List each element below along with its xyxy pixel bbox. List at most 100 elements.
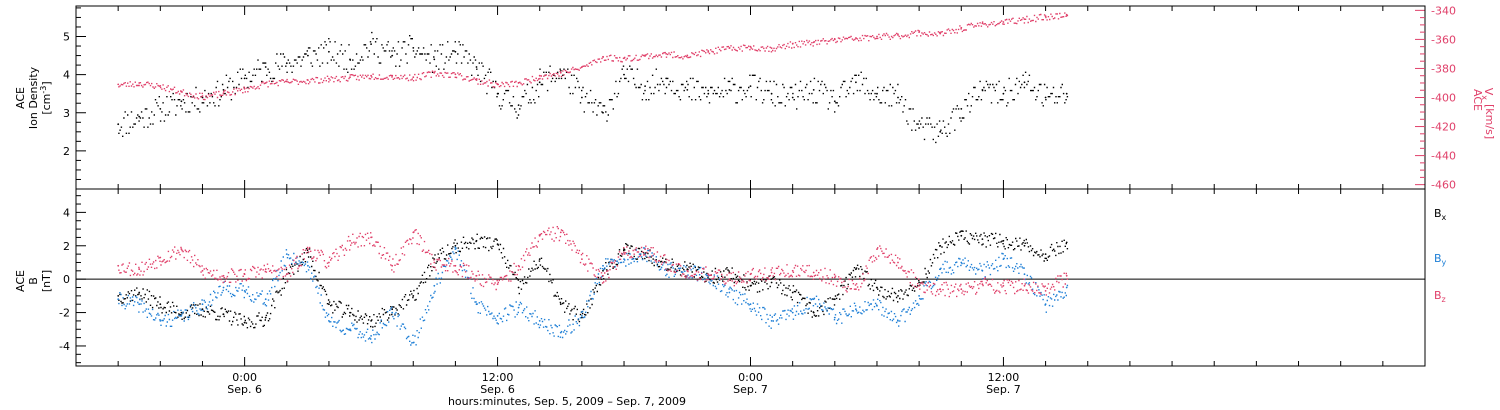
point-bx [770,281,773,284]
point-density [454,50,457,53]
point-velocity [349,76,351,79]
point-velocity [243,87,246,90]
point-by [1065,286,1068,289]
x-tick-label-date: Sep. 6 [480,383,515,396]
point-velocity [285,80,288,83]
series-by [117,246,1069,346]
point-velocity [538,74,541,77]
point-bz [391,264,394,267]
point-density [307,54,309,57]
point-by [749,303,752,306]
point-bx [749,284,752,287]
point-bx [454,244,457,247]
point-velocity [707,50,710,52]
point-by [897,320,899,322]
top-series-layer [117,12,1069,144]
top-right-label-name: Vx [1480,88,1495,101]
point-density [939,130,942,133]
point-by [370,335,372,337]
point-velocity [791,42,794,45]
point-bx [1023,244,1026,247]
point-by [475,303,478,306]
point-density [138,115,141,118]
point-velocity [496,83,499,86]
point-bz [307,248,309,251]
series-velocity-points [118,12,1069,101]
point-by [559,331,562,334]
point-density [538,81,541,84]
x-axis-title: hours:minutes, Sep. 5, 2009 – Sep. 7, 20… [448,395,686,408]
point-by [454,248,457,251]
point-bx [475,239,478,242]
velocity-tick-label: -420 [1431,121,1456,134]
point-velocity [1065,13,1068,16]
point-density [1023,81,1026,84]
point-density [812,89,815,91]
point-velocity [581,66,583,68]
point-velocity [138,82,141,84]
series-bz-points [118,226,1069,298]
point-velocity [1002,21,1005,23]
point-by [117,298,120,301]
point-velocity [770,47,773,49]
point-velocity [833,38,836,41]
point-bz [138,268,141,271]
top-left-label-ace: ACE [14,87,27,109]
velocity-tick-label: -440 [1431,150,1456,163]
point-bz [433,261,436,264]
point-by [918,295,920,297]
point-by [939,268,942,271]
point-velocity [918,31,920,33]
point-bz [665,261,668,264]
point-by [602,264,604,267]
velocity-tick-label: -400 [1431,92,1456,105]
point-bz [812,271,815,274]
point-bx [602,269,604,272]
point-bx [897,295,899,297]
point-velocity [855,37,857,39]
point-by [159,320,162,322]
point-by [391,311,394,314]
point-bz [833,276,836,279]
point-bz [855,288,857,291]
point-by [243,290,246,292]
legend-item-bx: Bx [1434,207,1447,222]
point-bx [791,291,794,294]
point-bx [918,281,920,284]
top-right-label-units: [km/s] [1483,104,1496,139]
point-bx [833,298,836,301]
point-by [285,253,288,256]
point-density [665,77,668,80]
point-by [855,308,857,311]
x-tick-label-date: Sep. 7 [986,383,1021,396]
point-bx [159,303,162,306]
point-by [222,286,225,289]
point-density [749,85,752,87]
point-bx [243,321,246,324]
point-bx [391,308,394,311]
point-bx [138,291,141,294]
point-density [918,127,920,129]
bfield-tick-label: 0 [63,273,70,286]
point-density [876,92,878,95]
point-bx [960,234,963,237]
point-by [180,315,183,317]
point-by [307,264,309,267]
bfield-tick-label: 4 [63,206,70,219]
point-bz [370,236,372,239]
point-density [770,92,773,95]
point-by [538,320,541,322]
point-velocity [960,26,963,29]
bottom-left-label-ace: ACE [14,270,27,292]
point-by [433,284,436,287]
series-density [117,31,1069,144]
point-density [412,47,415,49]
point-density [433,58,436,61]
point-bz [222,274,225,277]
x-tick-label-time: 12:00 [482,371,514,384]
point-bz [496,283,499,286]
point-bz [939,288,942,291]
point-bz [960,288,963,291]
point-bz [264,268,267,271]
point-by [1044,303,1047,306]
